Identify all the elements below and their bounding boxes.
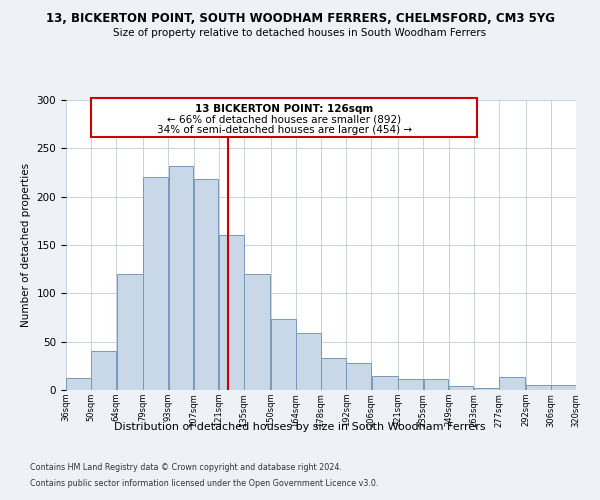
Bar xyxy=(66,378,91,390)
Text: Distribution of detached houses by size in South Woodham Ferrers: Distribution of detached houses by size … xyxy=(114,422,486,432)
Bar xyxy=(371,376,398,390)
Bar xyxy=(424,380,448,390)
Bar xyxy=(116,274,143,390)
Bar xyxy=(346,363,371,390)
Text: Contains public sector information licensed under the Open Government Licence v3: Contains public sector information licen… xyxy=(30,478,379,488)
Bar xyxy=(244,274,271,390)
Text: 34% of semi-detached houses are larger (454) →: 34% of semi-detached houses are larger (… xyxy=(157,125,412,135)
Bar xyxy=(271,320,296,390)
Bar xyxy=(449,386,473,390)
Bar xyxy=(321,358,346,390)
Bar xyxy=(551,385,576,390)
Bar xyxy=(296,333,321,390)
Bar xyxy=(474,388,499,390)
Bar xyxy=(194,180,218,390)
Bar xyxy=(219,236,244,390)
FancyBboxPatch shape xyxy=(91,98,477,136)
Text: Size of property relative to detached houses in South Woodham Ferrers: Size of property relative to detached ho… xyxy=(113,28,487,38)
Bar xyxy=(91,352,116,390)
Text: 13, BICKERTON POINT, SOUTH WOODHAM FERRERS, CHELMSFORD, CM3 5YG: 13, BICKERTON POINT, SOUTH WOODHAM FERRE… xyxy=(46,12,554,26)
Bar xyxy=(169,166,193,390)
Bar xyxy=(398,380,423,390)
Bar xyxy=(499,378,526,390)
Text: Contains HM Land Registry data © Crown copyright and database right 2024.: Contains HM Land Registry data © Crown c… xyxy=(30,464,342,472)
Bar xyxy=(526,385,551,390)
Bar xyxy=(143,178,168,390)
Text: ← 66% of detached houses are smaller (892): ← 66% of detached houses are smaller (89… xyxy=(167,114,401,124)
Text: 13 BICKERTON POINT: 126sqm: 13 BICKERTON POINT: 126sqm xyxy=(195,104,373,114)
Y-axis label: Number of detached properties: Number of detached properties xyxy=(21,163,31,327)
